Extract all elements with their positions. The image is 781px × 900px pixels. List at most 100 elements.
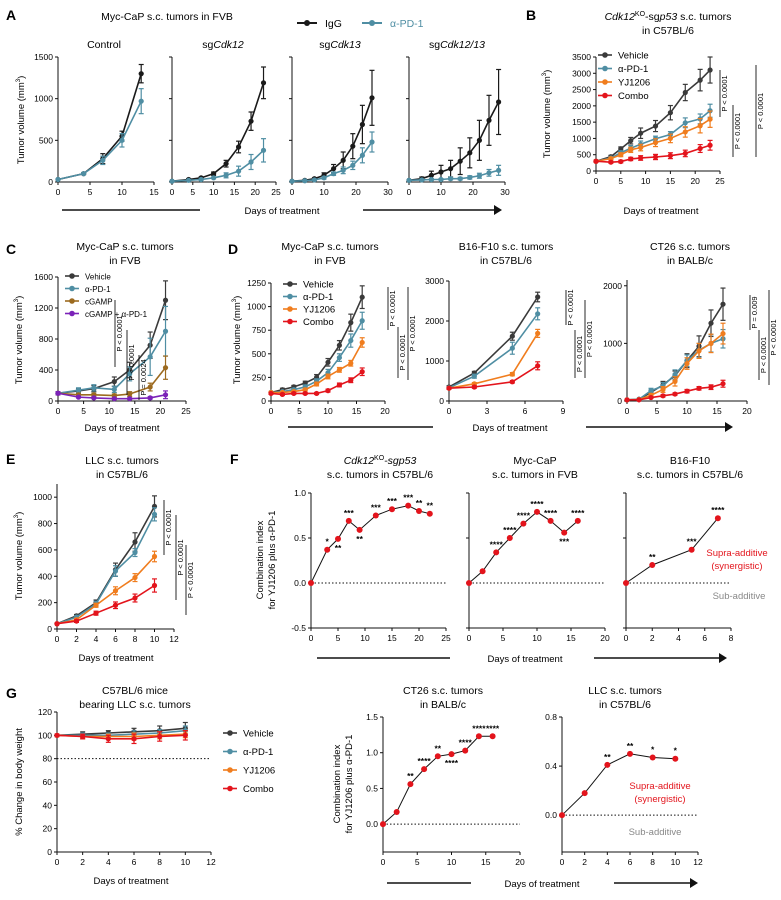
legend-marker [69, 310, 75, 317]
data-point [628, 156, 634, 162]
x-tick-label: 20 [515, 857, 525, 867]
data-point [348, 377, 354, 383]
x-axis-title-f: Days of treatment [317, 653, 727, 665]
panel-d3-title-line2: in BALB/c [667, 255, 713, 267]
series-line [561, 753, 676, 816]
data-point [475, 733, 482, 740]
x-tick-label: 10 [323, 406, 333, 416]
data-point [54, 732, 60, 738]
data-point [561, 529, 568, 536]
series-line [595, 118, 711, 163]
series--pd-1 [169, 138, 267, 184]
data-point [707, 67, 713, 73]
legend-item: α-PD-1 [223, 747, 273, 758]
data-point [684, 360, 690, 367]
data-point [186, 177, 192, 183]
data-point [55, 176, 61, 183]
data-point [260, 147, 267, 153]
data-point [457, 176, 463, 182]
x-tick-label: 3 [485, 406, 490, 416]
data-point [393, 809, 400, 815]
x-tick-label: 2 [650, 633, 655, 643]
x-tick-label: 10 [150, 634, 160, 644]
x-tick-label: 2 [80, 857, 85, 867]
data-point [660, 393, 666, 399]
y-tick-label: 0 [261, 396, 266, 406]
p-value-label: P < 0.0001 [575, 336, 584, 372]
data-point [314, 381, 320, 387]
data-point [162, 392, 169, 398]
significance-stars: ** [416, 498, 423, 508]
chart-a2: 0 5 10 15 20 25 [169, 56, 281, 197]
data-point [302, 178, 308, 184]
g3-sub-additive: Sub-additive [629, 827, 682, 838]
data-point [649, 754, 656, 761]
data-point [648, 388, 654, 394]
y-tick-label: 2000 [603, 281, 622, 291]
data-point [302, 390, 308, 397]
x-tick-label: 20 [690, 176, 700, 186]
data-point [235, 144, 242, 150]
x-tick-label: 0 [467, 633, 472, 643]
panel-f2-title-line2: s.c. tumors in FVB [492, 469, 578, 481]
y-tick-label: 1200 [34, 303, 53, 313]
subtitle-sgcdk12: sgCdk12 [202, 39, 244, 51]
data-point [359, 318, 365, 324]
y-tick-label: 0.5 [366, 783, 378, 793]
legend-marker [227, 767, 233, 773]
x-tick-label: 2 [74, 634, 79, 644]
legend-item: Vehicle [283, 280, 334, 291]
data-point [462, 747, 469, 754]
legend-marker [227, 785, 233, 792]
data-point [652, 123, 659, 129]
x-tick-label: 0 [56, 187, 61, 197]
legend-item: YJ1206 [598, 78, 650, 89]
y-tick-label: 40 [43, 800, 53, 810]
series-combination-index [623, 515, 721, 586]
legend-label: α-PD-1 [85, 285, 111, 294]
data-point [91, 395, 97, 401]
data-point [506, 535, 513, 541]
data-point [720, 301, 726, 307]
data-point [448, 751, 455, 758]
data-point [325, 373, 331, 380]
y-axis-title-b: Tumor volume (mm3) [542, 70, 553, 159]
y-tick-label: 1000 [425, 356, 444, 366]
data-point [132, 539, 138, 545]
x-tick-label: 2 [582, 857, 587, 867]
panel-letter-f: F [230, 451, 239, 467]
panel-a-legend: IgG α-PD-1 [297, 18, 424, 30]
series-combo [624, 379, 726, 403]
chart-a4: 0 10 20 30 [406, 56, 510, 197]
data-point [235, 168, 242, 174]
legend-item: α-PD-1 [65, 285, 111, 294]
data-point [476, 137, 482, 143]
x-tick-label: 5 [501, 633, 506, 643]
y-tick-label: 200 [38, 598, 52, 608]
p-value-label: P < 0.0001 [115, 315, 124, 351]
x-tick-label: 25 [715, 176, 725, 186]
legend-label: Combo [618, 91, 649, 102]
chart-a1: 0 5 10 15 0 500 1000 1500 [34, 52, 159, 197]
legend-label: YJ1206 [243, 766, 275, 777]
significance-stars: *** [687, 537, 698, 547]
y-tick-label: 0 [617, 396, 622, 406]
data-point [520, 520, 527, 527]
subtitle-control: Control [87, 39, 121, 51]
data-point [547, 517, 554, 524]
y-tick-label: 0.0 [366, 819, 378, 829]
data-point [708, 340, 714, 346]
panel-letter-d: D [228, 241, 238, 257]
data-point [260, 80, 267, 86]
x-tick-label: 9 [561, 406, 566, 416]
series-line [448, 365, 539, 389]
y-tick-label: 0.0 [294, 578, 306, 588]
panel-g3-title: LLC s.c. tumors [588, 685, 662, 697]
data-point [359, 369, 365, 375]
x-tick-label: 0 [56, 406, 61, 416]
data-point [100, 157, 106, 163]
series-combo [54, 578, 158, 627]
x-tick-label: 5 [297, 406, 302, 416]
p-value-label: P < 0.0001 [388, 290, 397, 326]
